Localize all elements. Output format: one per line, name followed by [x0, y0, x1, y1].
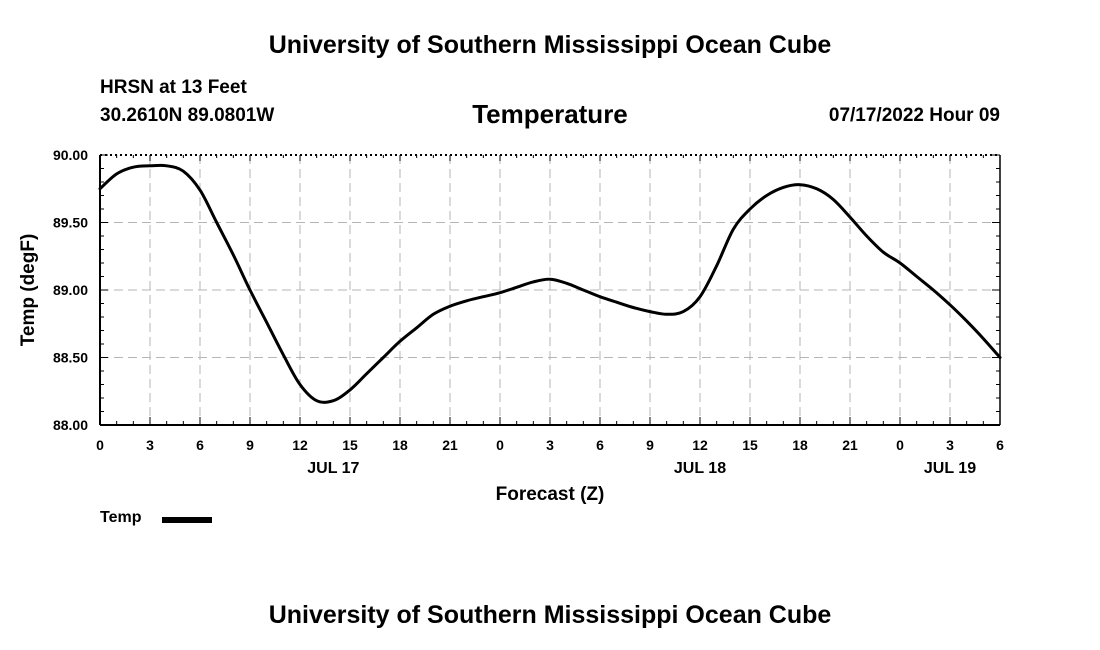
x-tick-label: 0: [896, 437, 904, 453]
station-coordinates: 30.2610N 89.0801W: [100, 105, 275, 126]
footer-organization-title: University of Southern Mississippi Ocean…: [268, 601, 832, 629]
x-tick-label: 12: [292, 437, 308, 453]
header-organization-title: University of Southern Mississippi Ocean…: [268, 31, 832, 59]
x-tick-label: 6: [596, 437, 604, 453]
x-date-label: JUL 18: [674, 460, 726, 477]
x-tick-label: 18: [392, 437, 408, 453]
x-tick-label: 15: [342, 437, 358, 453]
x-tick-label: 0: [96, 437, 104, 453]
y-tick-label: 88.50: [53, 350, 88, 366]
y-tick-label: 90.00: [53, 147, 88, 163]
y-axis-label: Temp (degF): [18, 234, 39, 347]
x-tick-label: 3: [946, 437, 954, 453]
x-axis-label: Forecast (Z): [496, 484, 605, 505]
y-tick-label: 88.00: [53, 417, 88, 433]
x-tick-label: 0: [496, 437, 504, 453]
x-tick-label: 18: [792, 437, 808, 453]
x-tick-label: 6: [996, 437, 1004, 453]
x-tick-label: 21: [442, 437, 458, 453]
legend-line-swatch: [162, 517, 212, 523]
temp-series-line: [98, 163, 1002, 404]
x-date-label: JUL 19: [924, 460, 976, 477]
y-tick-label: 89.00: [53, 282, 88, 298]
x-tick-label: 9: [246, 437, 254, 453]
legend-label: Temp: [100, 509, 142, 526]
x-tick-label: 15: [742, 437, 758, 453]
x-tick-label: 3: [546, 437, 554, 453]
x-tick-label: 21: [842, 437, 858, 453]
forecast-datetime: 07/17/2022 Hour 09: [828, 105, 1000, 126]
temperature-chart: 0 3 6 9 12 15 18 21 0 3 6 9 12 15 18 21 0 3 6 88.00 88.50 89.…: [18, 147, 1004, 505]
x-tick-label: 12: [692, 437, 708, 453]
x-tick-label: 3: [146, 437, 154, 453]
y-tick-label: 89.50: [53, 215, 88, 231]
x-tick-label: 6: [196, 437, 204, 453]
x-date-label: JUL 17: [307, 460, 359, 477]
chart-title: Temperature: [472, 99, 628, 129]
x-tick-label: 9: [646, 437, 654, 453]
station-name: HRSN at 13 Feet: [100, 77, 247, 98]
